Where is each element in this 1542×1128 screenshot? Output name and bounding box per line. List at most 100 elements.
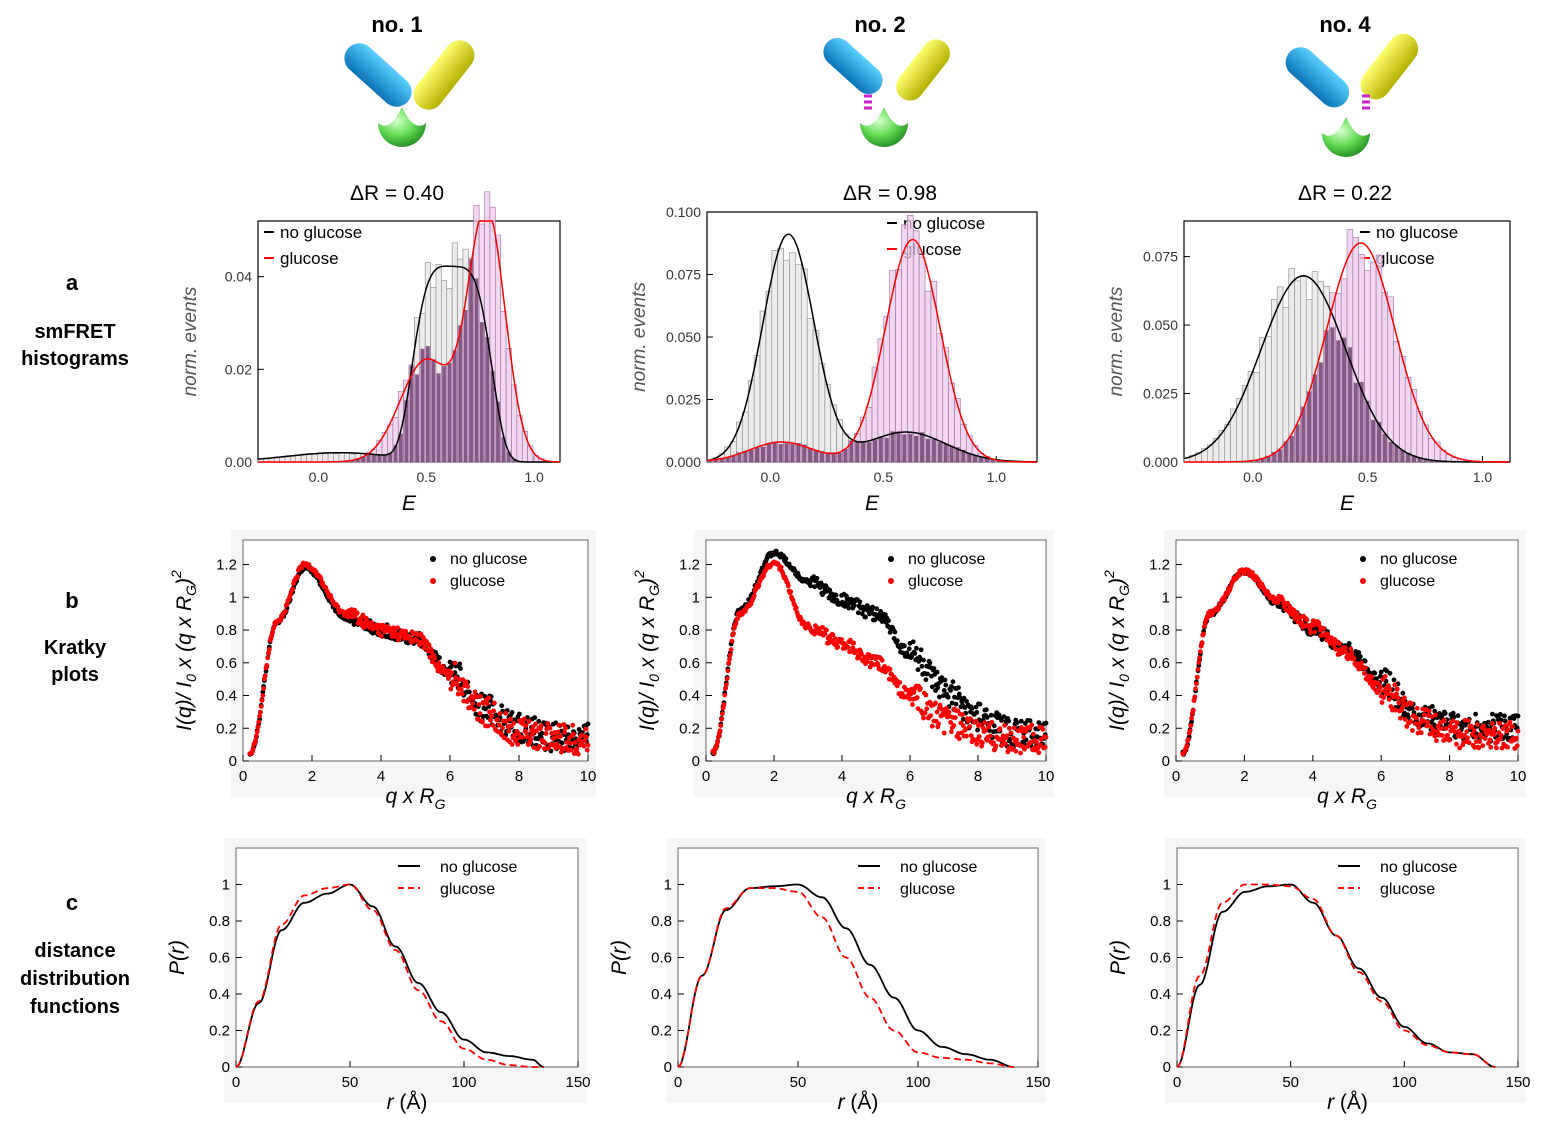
scatter-point bbox=[976, 734, 982, 739]
scatter-point bbox=[449, 670, 454, 676]
scatter-point bbox=[735, 616, 740, 622]
histogram-bar-glucose bbox=[1428, 438, 1435, 463]
x-tick-label: 0.5 bbox=[874, 469, 894, 485]
scatter-point bbox=[727, 652, 733, 658]
scatter-point bbox=[721, 702, 727, 708]
scatter-point bbox=[436, 660, 442, 666]
histogram-bar-overlap bbox=[825, 452, 830, 462]
chart-panel-c-1: 0 50 100 150 0 0.2 0.4 0.6 0.8 1 r (Å) P(r) no gluco… bbox=[166, 838, 591, 1114]
scatter-point bbox=[561, 722, 567, 727]
scatter-point bbox=[879, 657, 885, 663]
scatter-point bbox=[923, 692, 929, 698]
histogram-bar-overlap bbox=[1295, 424, 1300, 462]
histogram-bar-no-glucose bbox=[1271, 299, 1278, 463]
y-tick-label: 0.8 bbox=[216, 622, 237, 639]
scatter-point bbox=[556, 722, 562, 728]
scatter-point bbox=[864, 659, 870, 665]
histogram-bar-overlap bbox=[790, 444, 795, 462]
scatter-point bbox=[1294, 611, 1300, 616]
histogram-bar-overlap bbox=[1266, 456, 1271, 462]
histogram-bar-glucose bbox=[912, 230, 920, 463]
scatter-point bbox=[1189, 719, 1194, 725]
scatter-point bbox=[476, 702, 482, 707]
scatter-point bbox=[1015, 720, 1020, 725]
scatter-point bbox=[977, 701, 983, 707]
scatter-point bbox=[255, 724, 261, 730]
scatter-point bbox=[1038, 736, 1044, 742]
histogram-bar-overlap bbox=[425, 346, 430, 462]
scatter-point bbox=[1194, 681, 1199, 687]
x-axis-label-sub: G bbox=[435, 796, 446, 812]
scatter-point bbox=[490, 722, 496, 728]
x-axis-label-sub: G bbox=[1366, 796, 1377, 812]
scatter-point bbox=[1202, 621, 1208, 626]
scatter-point bbox=[554, 741, 559, 747]
scatter-point bbox=[1195, 667, 1201, 672]
legend-entry: glucose bbox=[440, 881, 495, 898]
legend-entry: glucose bbox=[280, 249, 339, 268]
scatter-point bbox=[999, 718, 1004, 723]
scatter-point bbox=[848, 596, 854, 602]
scatter-point bbox=[1480, 743, 1486, 748]
scatter-point bbox=[429, 649, 434, 654]
scatter-point bbox=[575, 751, 581, 757]
histogram-bar-overlap bbox=[366, 453, 371, 462]
scatter-point bbox=[426, 642, 432, 648]
scatter-point bbox=[471, 707, 477, 712]
histogram-bar-overlap bbox=[409, 365, 414, 462]
scatter-point bbox=[1421, 718, 1426, 724]
fit-curve-glucose bbox=[1184, 242, 1510, 463]
x-tick-label: 2 bbox=[308, 768, 316, 785]
scatter-point bbox=[968, 716, 973, 722]
scatter-point bbox=[756, 583, 762, 588]
histogram-bar-overlap bbox=[1347, 347, 1352, 462]
x-tick-label: 50 bbox=[790, 1074, 807, 1091]
histogram-bar-overlap bbox=[1307, 391, 1312, 462]
scatter-point bbox=[1454, 741, 1459, 747]
scatter-point bbox=[266, 647, 272, 652]
y-axis-label-part: I(q)/ I bbox=[173, 682, 196, 731]
y-tick-label: 0.6 bbox=[1149, 655, 1170, 672]
scatter-point bbox=[379, 633, 384, 639]
scatter-point bbox=[489, 713, 495, 719]
scatter-point bbox=[1410, 705, 1415, 711]
plot-frame bbox=[235, 847, 579, 1068]
histogram-bar-overlap bbox=[501, 437, 506, 462]
y-tick-label: 0 bbox=[1162, 753, 1170, 770]
scatter-point bbox=[919, 663, 925, 669]
scatter-point bbox=[283, 608, 288, 614]
scatter-point bbox=[1197, 655, 1202, 661]
scatter-point bbox=[851, 640, 856, 646]
scatter-point bbox=[929, 684, 935, 690]
x-tick-label: 1.0 bbox=[524, 469, 544, 485]
histogram-bar-no-glucose bbox=[777, 247, 784, 463]
histogram-bar-overlap bbox=[1382, 434, 1387, 462]
histogram-bar-overlap bbox=[713, 459, 718, 462]
legend-entry: no glucose bbox=[280, 223, 362, 242]
scatter-point bbox=[271, 624, 277, 630]
scatter-point bbox=[521, 716, 527, 722]
scatter-point bbox=[1428, 724, 1434, 730]
scatter-point bbox=[983, 728, 988, 733]
scatter-point bbox=[493, 712, 499, 718]
scatter-point bbox=[1275, 600, 1281, 605]
x-tick-label: 150 bbox=[1505, 1074, 1530, 1091]
legend-marker bbox=[1360, 578, 1366, 584]
scatter-point bbox=[960, 712, 965, 718]
x-tick-label: 50 bbox=[1282, 1074, 1299, 1091]
y-tick-label: 0.2 bbox=[1150, 1023, 1171, 1040]
y-axis-label-part: I(q)/ I bbox=[1106, 682, 1129, 731]
scatter-point bbox=[1308, 630, 1314, 636]
scatter-point bbox=[956, 736, 962, 742]
row-label-b-line1: Kratky bbox=[44, 637, 107, 659]
scatter-point bbox=[783, 556, 789, 562]
scatter-point bbox=[1490, 721, 1495, 726]
scatter-point bbox=[474, 694, 479, 699]
histogram-bar-overlap bbox=[431, 359, 436, 462]
histogram-bar-overlap bbox=[731, 456, 736, 462]
histogram-bar-overlap bbox=[802, 444, 807, 462]
histogram-bar-no-glucose bbox=[806, 318, 814, 463]
